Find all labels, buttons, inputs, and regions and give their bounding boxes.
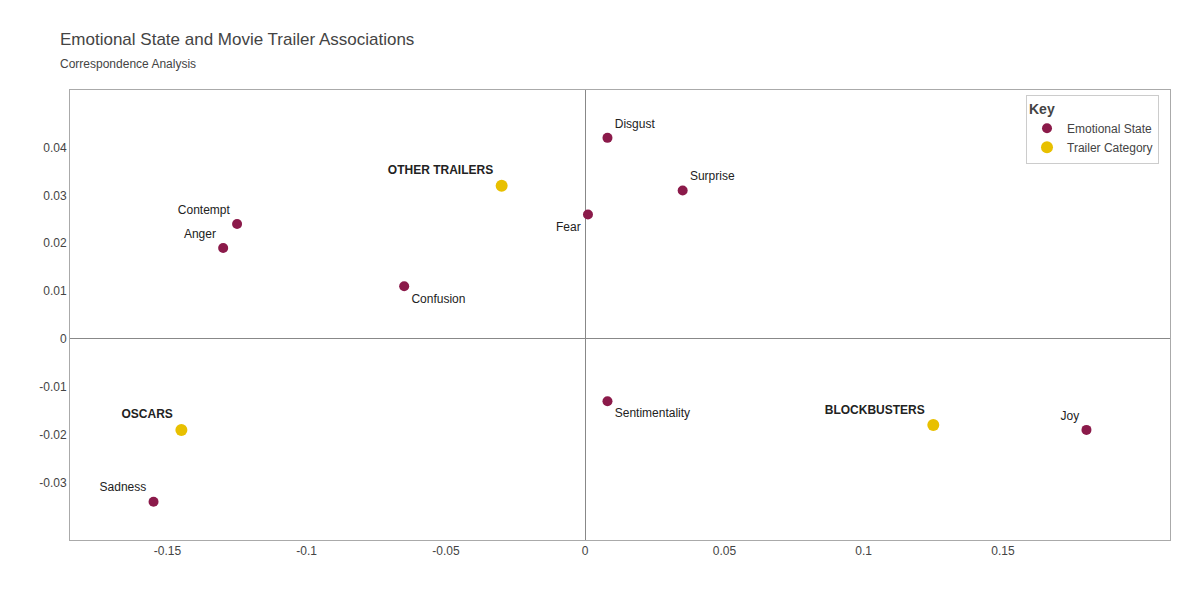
svg-text:Contempt: Contempt xyxy=(178,203,231,217)
svg-text:Sentimentality: Sentimentality xyxy=(615,406,690,420)
svg-text:0.1: 0.1 xyxy=(855,544,872,558)
svg-text:Correspondence Analysis: Correspondence Analysis xyxy=(60,57,196,71)
svg-text:Surprise: Surprise xyxy=(690,169,735,183)
svg-text:-0.01: -0.01 xyxy=(39,380,67,394)
svg-text:-0.02: -0.02 xyxy=(39,428,67,442)
svg-text:0.05: 0.05 xyxy=(713,544,737,558)
svg-text:0: 0 xyxy=(60,332,67,346)
svg-text:0.03: 0.03 xyxy=(43,189,67,203)
svg-text:Trailer Category: Trailer Category xyxy=(1067,141,1153,155)
svg-text:-0.05: -0.05 xyxy=(432,544,460,558)
svg-text:0.04: 0.04 xyxy=(43,141,67,155)
svg-text:0: 0 xyxy=(582,544,589,558)
svg-text:Joy: Joy xyxy=(1061,409,1080,423)
svg-text:0.15: 0.15 xyxy=(991,544,1015,558)
svg-text:Sadness: Sadness xyxy=(100,480,147,494)
svg-text:OSCARS: OSCARS xyxy=(122,407,173,421)
svg-text:0.02: 0.02 xyxy=(43,236,67,250)
svg-text:Emotional State and Movie Trai: Emotional State and Movie Trailer Associ… xyxy=(60,30,414,49)
svg-text:Confusion: Confusion xyxy=(411,292,465,306)
svg-text:Disgust: Disgust xyxy=(615,117,656,131)
svg-text:Emotional State: Emotional State xyxy=(1067,122,1152,136)
svg-text:0.01: 0.01 xyxy=(43,284,67,298)
svg-text:-0.15: -0.15 xyxy=(154,544,182,558)
svg-text:BLOCKBUSTERS: BLOCKBUSTERS xyxy=(825,403,925,417)
svg-text:Anger: Anger xyxy=(184,227,216,241)
svg-text:-0.1: -0.1 xyxy=(296,544,317,558)
svg-text:Fear: Fear xyxy=(556,220,581,234)
svg-text:Key: Key xyxy=(1029,101,1055,117)
svg-text:OTHER TRAILERS: OTHER TRAILERS xyxy=(388,163,493,177)
svg-text:-0.03: -0.03 xyxy=(39,476,67,490)
